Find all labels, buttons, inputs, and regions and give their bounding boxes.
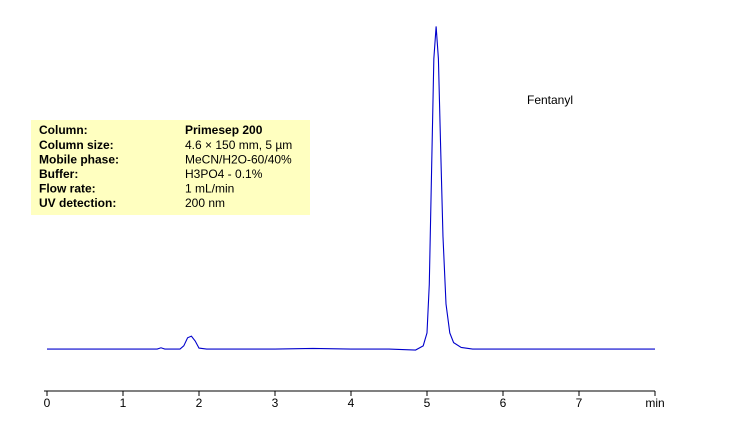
condition-value: H3PO4 - 0.1% xyxy=(185,167,263,181)
peak-label: Fentanyl xyxy=(527,93,573,107)
condition-label: Column size: xyxy=(39,138,114,152)
condition-value: MeCN/H2O-60/40% xyxy=(185,152,292,166)
x-tick-label: min xyxy=(645,396,664,410)
x-tick-label: 3 xyxy=(272,396,279,410)
x-tick-label: 1 xyxy=(120,396,127,410)
condition-label: Buffer: xyxy=(39,167,78,181)
x-tick-label: 4 xyxy=(348,396,355,410)
condition-value: 4.6 × 150 mm, 5 µm xyxy=(185,138,292,152)
x-tick-label: 6 xyxy=(500,396,507,410)
info-box xyxy=(31,120,310,215)
x-tick-label: 7 xyxy=(576,396,583,410)
condition-label: Flow rate: xyxy=(39,182,96,196)
condition-label: Mobile phase: xyxy=(39,152,119,166)
condition-value: 1 mL/min xyxy=(185,182,234,196)
condition-label: Column: xyxy=(39,123,88,137)
chromatogram-line xyxy=(47,26,655,351)
x-tick-label: 5 xyxy=(424,396,431,410)
x-tick-label: 0 xyxy=(44,396,51,410)
condition-value: Primesep 200 xyxy=(185,123,263,137)
condition-label: UV detection: xyxy=(39,196,116,210)
condition-value: 200 nm xyxy=(185,196,225,210)
x-tick-label: 2 xyxy=(196,396,203,410)
